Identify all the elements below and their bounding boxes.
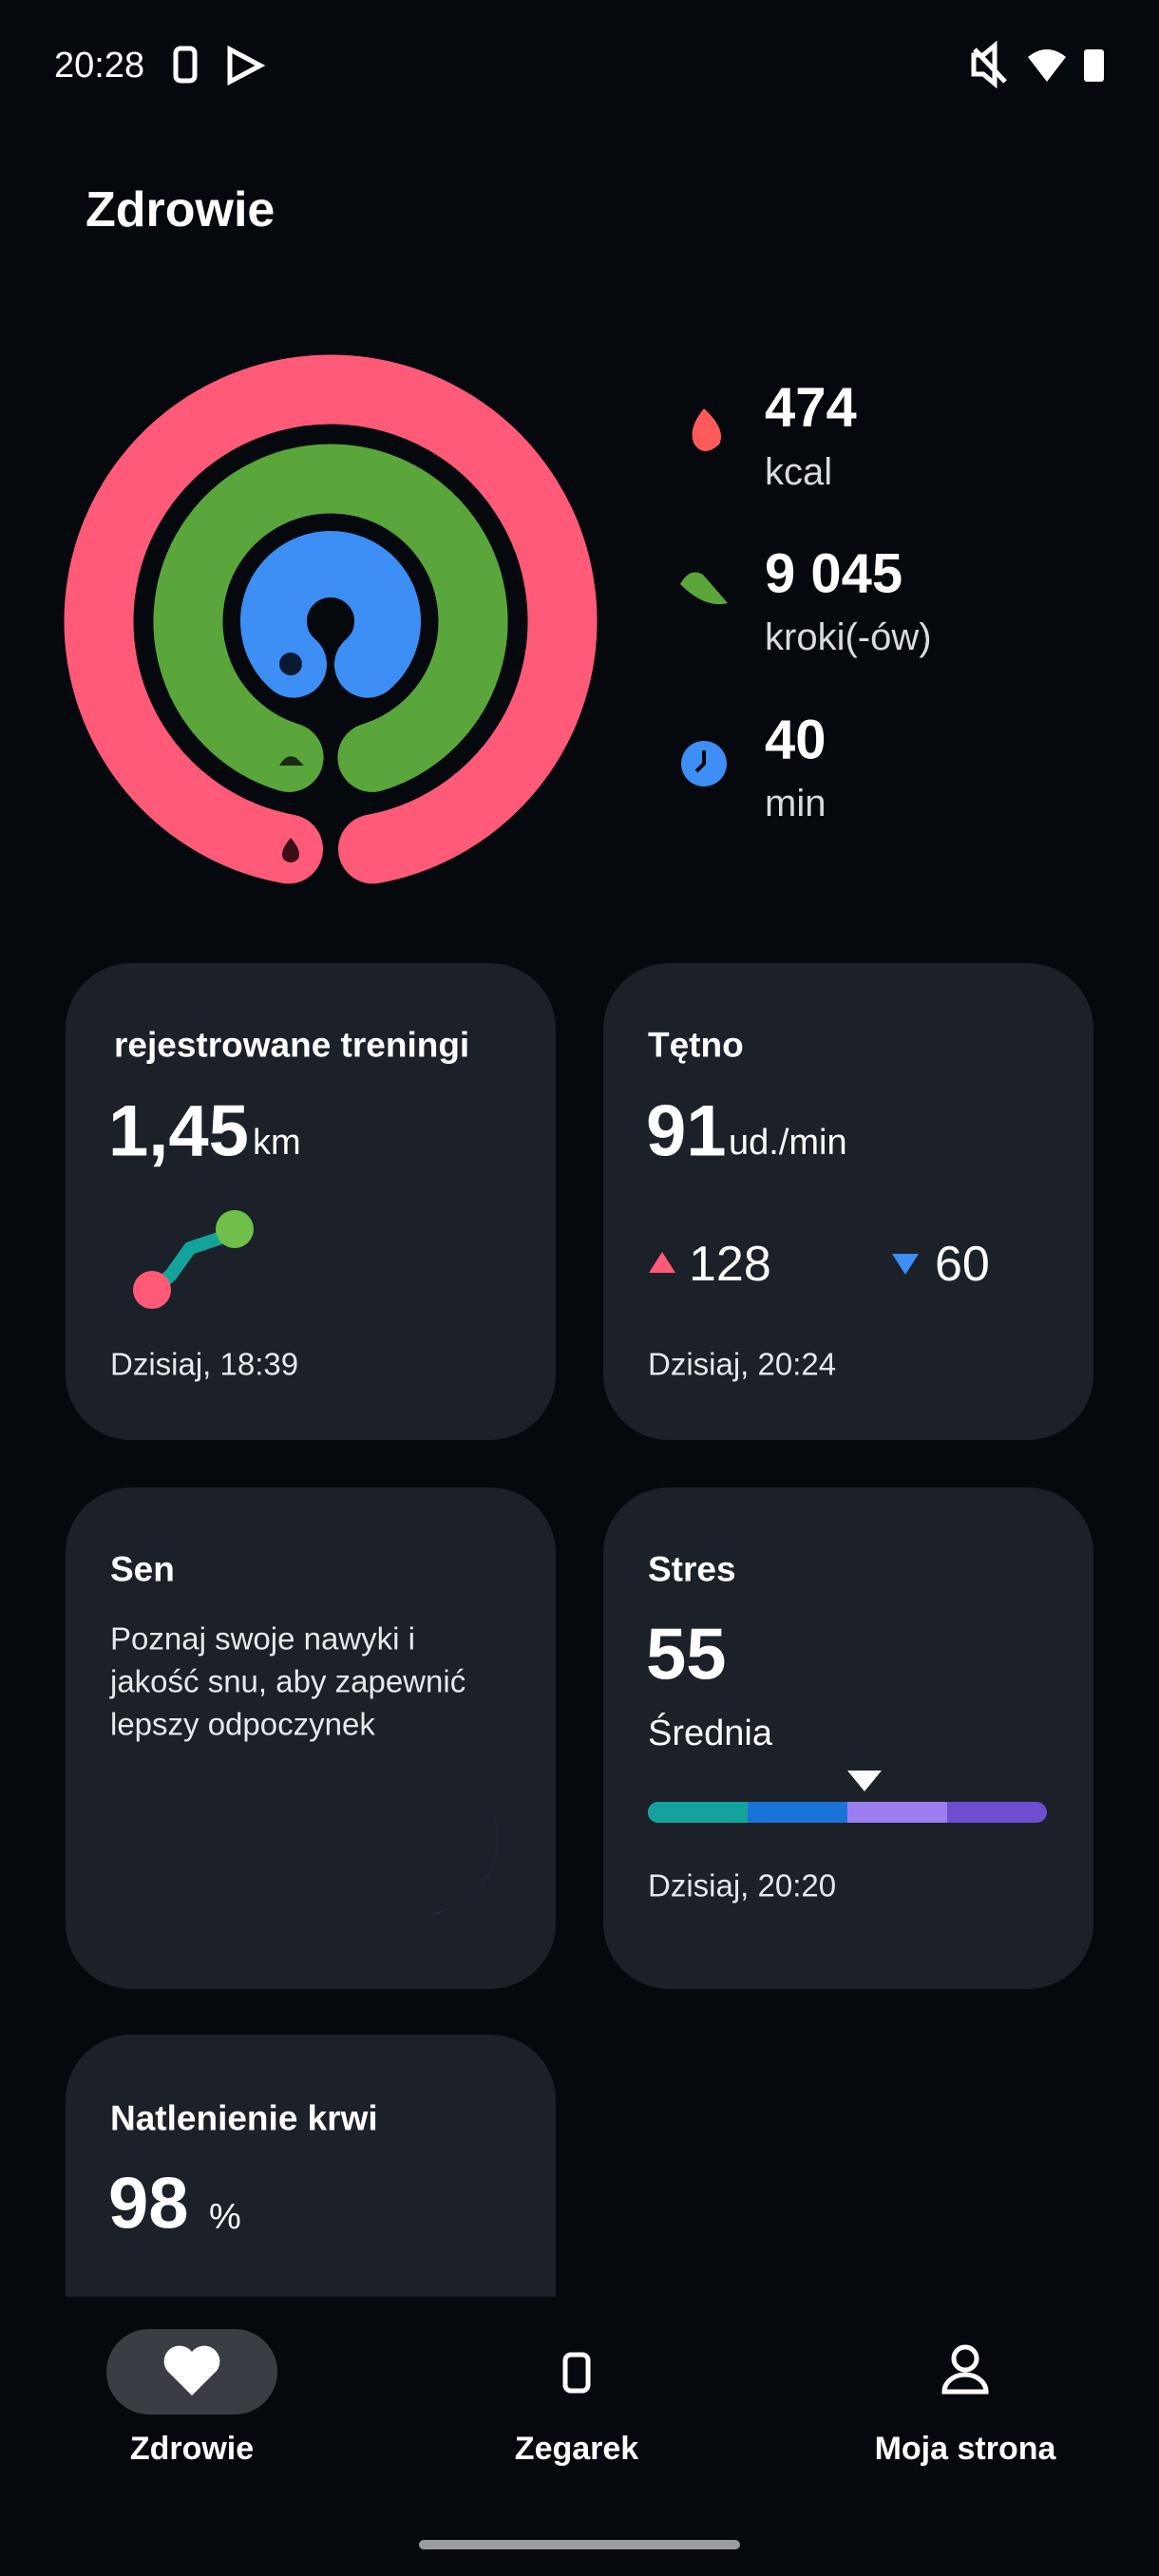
steps-unit: kroki(-ów) — [765, 616, 932, 658]
distance-unit: km — [253, 1123, 301, 1163]
watch-icon — [173, 46, 198, 84]
flame-icon — [692, 408, 721, 451]
status-time: 20:28 — [54, 46, 144, 85]
stress-level: Średnia — [648, 1711, 773, 1753]
stress-time: Dzisiaj, 20:20 — [648, 1868, 836, 1904]
clock-marker — [279, 653, 302, 675]
sleep-card[interactable] — [66, 1487, 556, 1989]
watch-nav-icon — [562, 2352, 591, 2394]
shoe-icon — [680, 572, 728, 605]
workout-time: Dzisiaj, 18:39 — [110, 1347, 298, 1382]
activity-rings[interactable] — [64, 354, 598, 884]
min-value: 60 — [935, 1237, 990, 1292]
play-icon — [227, 45, 266, 86]
mute-icon — [971, 40, 1007, 89]
steps-value: 9 045 — [765, 543, 902, 605]
nav-label[interactable]: Zdrowie — [130, 2431, 254, 2467]
scale-segment — [737, 1802, 748, 1823]
minutes-ring — [240, 531, 421, 698]
clock-hands — [694, 750, 706, 773]
heart-rate-time: Dzisiaj, 20:24 — [648, 1347, 836, 1382]
heart-rate-unit: ud./min — [729, 1123, 847, 1163]
battery-icon — [1084, 49, 1104, 82]
route-start — [133, 1271, 171, 1309]
max-icon — [649, 1252, 675, 1273]
minutes-value: 40 — [765, 710, 826, 771]
stress-value: 55 — [646, 1615, 727, 1695]
scale-segment — [937, 1802, 947, 1823]
card-title: Sen — [110, 1550, 175, 1589]
heart-rate-value: 91 — [646, 1091, 727, 1172]
sleep-text: lepszy odpoczynek — [110, 1707, 375, 1742]
profile-icon — [951, 2344, 979, 2373]
health-icon — [163, 2345, 220, 2396]
scale-segment — [648, 1802, 748, 1823]
sleep-text: jakość snu, aby zapewnić — [109, 1664, 466, 1699]
workouts-card[interactable] — [66, 963, 556, 1440]
page-title: Zdrowie — [86, 182, 275, 237]
stress-pointer — [847, 1771, 882, 1791]
spo2-card[interactable] — [66, 2035, 556, 2297]
stress-card[interactable] — [603, 1487, 1093, 1989]
stress-scale — [648, 1802, 1047, 1823]
profile-body — [941, 2372, 989, 2395]
spo2-value: 98 — [108, 2164, 189, 2245]
wifi-icon — [1028, 49, 1066, 82]
steps-ring — [153, 444, 508, 792]
card-title: Tętno — [648, 1026, 744, 1065]
flame-marker — [282, 838, 299, 862]
distance-value: 1,45 — [108, 1091, 249, 1172]
sleep-text: Poznaj swoje nawyki i — [110, 1621, 415, 1657]
shoe-marker — [279, 756, 304, 766]
nav-label[interactable]: Moja strona — [875, 2431, 1057, 2467]
route-end — [216, 1210, 254, 1248]
card-title: Natlenienie krwi — [110, 2099, 378, 2138]
calories-unit: kcal — [765, 451, 832, 493]
nav-label[interactable]: Zegarek — [515, 2431, 638, 2467]
scale-segment — [837, 1802, 847, 1823]
calories-value: 474 — [765, 377, 857, 439]
spo2-unit: % — [209, 2197, 241, 2237]
max-value: 128 — [689, 1237, 771, 1292]
minutes-unit: min — [765, 783, 826, 824]
calories-ring — [64, 354, 598, 884]
heart-rate-card[interactable] — [603, 963, 1093, 1440]
card-title: rejestrowane treningi — [114, 1026, 469, 1065]
min-icon — [892, 1254, 919, 1275]
home-indicator — [419, 2540, 740, 2549]
card-title: Stres — [648, 1550, 736, 1589]
